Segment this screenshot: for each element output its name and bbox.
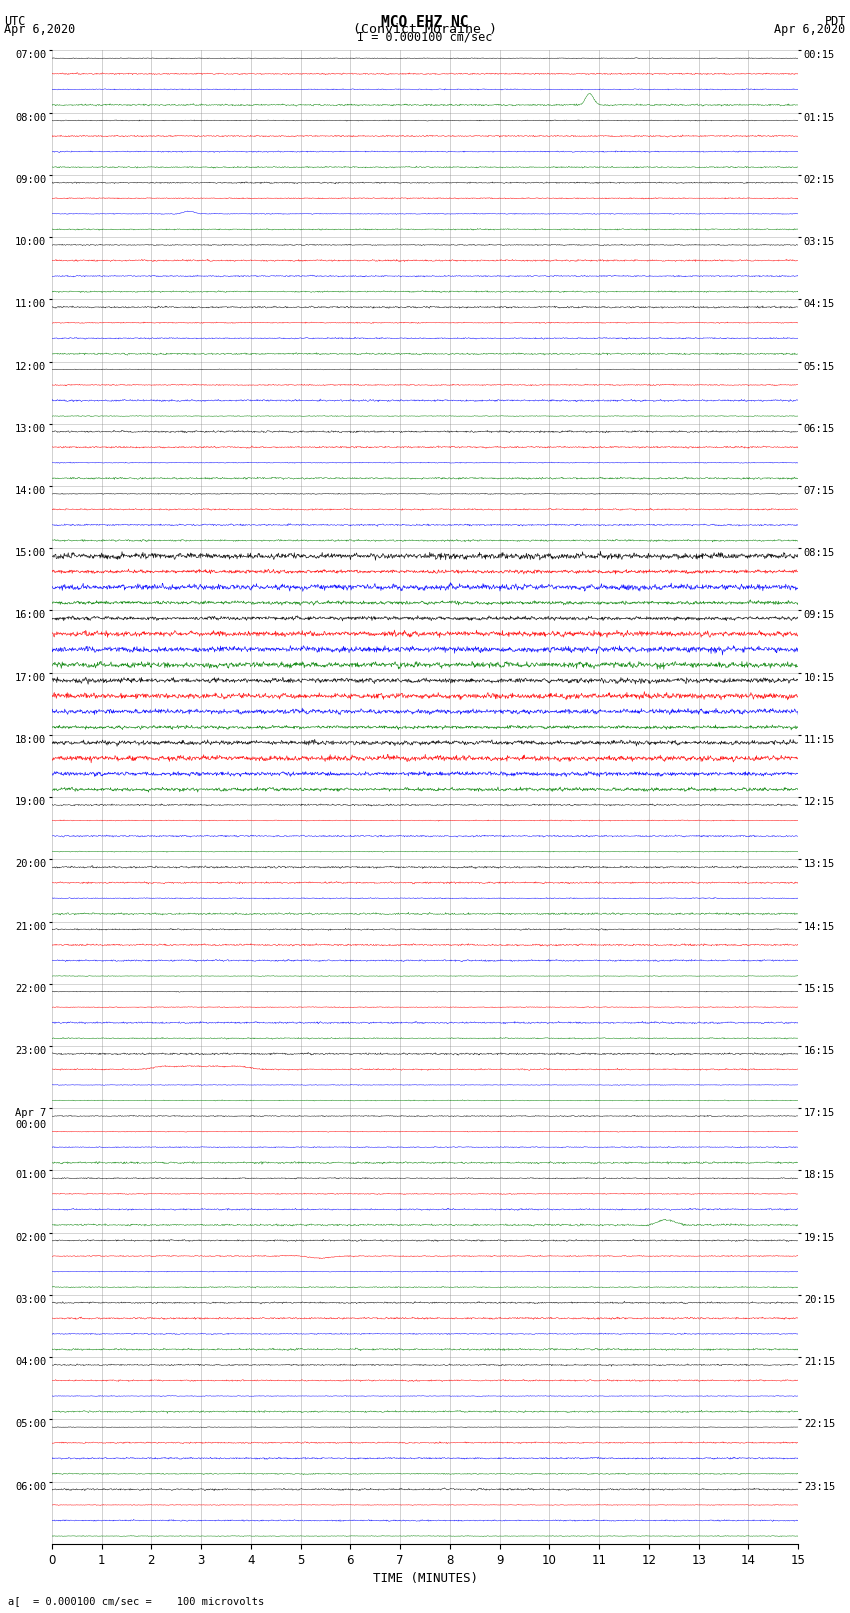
- Text: Apr 6,2020: Apr 6,2020: [774, 23, 846, 35]
- Text: Apr 6,2020: Apr 6,2020: [4, 23, 76, 35]
- Text: PDT: PDT: [824, 16, 846, 29]
- Text: (Convict Moraine ): (Convict Moraine ): [353, 24, 497, 37]
- X-axis label: TIME (MINUTES): TIME (MINUTES): [372, 1573, 478, 1586]
- Text: UTC: UTC: [4, 16, 26, 29]
- Text: a[  = 0.000100 cm/sec =    100 microvolts: a[ = 0.000100 cm/sec = 100 microvolts: [8, 1597, 264, 1607]
- Text: MCO EHZ NC: MCO EHZ NC: [382, 16, 468, 31]
- Text: I = 0.000100 cm/sec: I = 0.000100 cm/sec: [357, 31, 493, 44]
